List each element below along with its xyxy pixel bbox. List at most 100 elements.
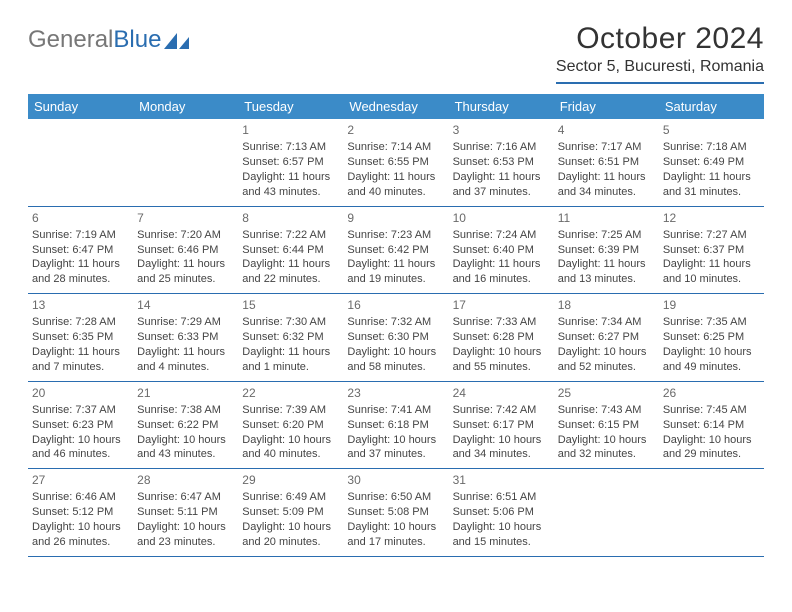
sunrise-line: Sunrise: 7:27 AM bbox=[663, 228, 760, 243]
logo-text-blue: Blue bbox=[113, 26, 161, 54]
daylight-line: Daylight: 10 hours and 52 minutes. bbox=[558, 345, 655, 375]
sunset-line: Sunset: 6:53 PM bbox=[453, 155, 550, 170]
header: GeneralBlue October 2024 Sector 5, Bucur… bbox=[28, 22, 764, 84]
sunset-line: Sunset: 5:12 PM bbox=[32, 505, 129, 520]
day-cell: 15 Sunrise: 7:30 AMSunset: 6:32 PMDayligh… bbox=[238, 294, 343, 381]
logo-sail-icon bbox=[164, 31, 190, 51]
daylight-line: Daylight: 11 hours and 43 minutes. bbox=[242, 170, 339, 200]
day-cell bbox=[28, 119, 133, 206]
sunrise-line: Sunrise: 7:18 AM bbox=[663, 140, 760, 155]
daylight-line: Daylight: 10 hours and 58 minutes. bbox=[347, 345, 444, 375]
sunrise-line: Sunrise: 7:17 AM bbox=[558, 140, 655, 155]
day-cell: 23 Sunrise: 7:41 AMSunset: 6:18 PMDayligh… bbox=[343, 382, 448, 469]
sunset-line: Sunset: 6:47 PM bbox=[32, 243, 129, 258]
day-number: 28 bbox=[137, 472, 234, 488]
sunset-line: Sunset: 6:28 PM bbox=[453, 330, 550, 345]
sunrise-line: Sunrise: 7:34 AM bbox=[558, 315, 655, 330]
sunset-line: Sunset: 6:27 PM bbox=[558, 330, 655, 345]
daylight-line: Daylight: 10 hours and 43 minutes. bbox=[137, 433, 234, 463]
sunset-line: Sunset: 6:46 PM bbox=[137, 243, 234, 258]
day-cell: 5Sunrise: 7:18 AMSunset: 6:49 PMDaylight… bbox=[659, 119, 764, 206]
sunset-line: Sunset: 6:37 PM bbox=[663, 243, 760, 258]
day-number: 3 bbox=[453, 122, 550, 138]
daylight-line: Daylight: 11 hours and 34 minutes. bbox=[558, 170, 655, 200]
day-cell: 13 Sunrise: 7:28 AMSunset: 6:35 PMDayligh… bbox=[28, 294, 133, 381]
day-number: 1 bbox=[242, 122, 339, 138]
day-cell: 31Sunrise: 6:51 AMSunset: 5:06 PMDayligh… bbox=[449, 469, 554, 556]
daylight-line: Daylight: 10 hours and 37 minutes. bbox=[347, 433, 444, 463]
daylight-line: Daylight: 10 hours and 55 minutes. bbox=[453, 345, 550, 375]
daylight-line: Daylight: 11 hours and 13 minutes. bbox=[558, 257, 655, 287]
day-number: 25 bbox=[558, 385, 655, 401]
daylight-line: Daylight: 10 hours and 20 minutes. bbox=[242, 520, 339, 550]
sunrise-line: Sunrise: 7:35 AM bbox=[663, 315, 760, 330]
sunrise-line: Sunrise: 7:23 AM bbox=[347, 228, 444, 243]
calendar: SundayMondayTuesdayWednesdayThursdayFrid… bbox=[28, 94, 764, 557]
daylight-line: Daylight: 11 hours and 28 minutes. bbox=[32, 257, 129, 287]
sunset-line: Sunset: 6:40 PM bbox=[453, 243, 550, 258]
sunrise-line: Sunrise: 7:13 AM bbox=[242, 140, 339, 155]
sunrise-line: Sunrise: 7:24 AM bbox=[453, 228, 550, 243]
daylight-line: Daylight: 10 hours and 34 minutes. bbox=[453, 433, 550, 463]
day-number: 23 bbox=[347, 385, 444, 401]
day-cell: 10Sunrise: 7:24 AMSunset: 6:40 PMDayligh… bbox=[449, 207, 554, 294]
sunset-line: Sunset: 6:20 PM bbox=[242, 418, 339, 433]
daylight-line: Daylight: 11 hours and 31 minutes. bbox=[663, 170, 760, 200]
day-cell: 11Sunrise: 7:25 AMSunset: 6:39 PMDayligh… bbox=[554, 207, 659, 294]
sunrise-line: Sunrise: 7:32 AM bbox=[347, 315, 444, 330]
week-row: 20Sunrise: 7:37 AMSunset: 6:23 PMDayligh… bbox=[28, 382, 764, 470]
day-number: 13 bbox=[32, 297, 129, 313]
sunset-line: Sunset: 6:35 PM bbox=[32, 330, 129, 345]
day-number: 15 bbox=[242, 297, 339, 313]
day-number: 18 bbox=[558, 297, 655, 313]
day-cell: 7Sunrise: 7:20 AMSunset: 6:46 PMDaylight… bbox=[133, 207, 238, 294]
sunrise-line: Sunrise: 7:16 AM bbox=[453, 140, 550, 155]
week-row: 6Sunrise: 7:19 AMSunset: 6:47 PMDaylight… bbox=[28, 207, 764, 295]
day-cell: 30Sunrise: 6:50 AMSunset: 5:08 PMDayligh… bbox=[343, 469, 448, 556]
title-block: October 2024 Sector 5, Bucuresti, Romani… bbox=[556, 22, 764, 84]
sunset-line: Sunset: 6:23 PM bbox=[32, 418, 129, 433]
daylight-line: Daylight: 11 hours and 4 minutes. bbox=[137, 345, 234, 375]
day-number: 16 bbox=[347, 297, 444, 313]
sunrise-line: Sunrise: 7:22 AM bbox=[242, 228, 339, 243]
day-cell: 27Sunrise: 6:46 AMSunset: 5:12 PMDayligh… bbox=[28, 469, 133, 556]
sunset-line: Sunset: 5:09 PM bbox=[242, 505, 339, 520]
sunset-line: Sunset: 6:57 PM bbox=[242, 155, 339, 170]
day-cell: 2Sunrise: 7:14 AMSunset: 6:55 PMDaylight… bbox=[343, 119, 448, 206]
sunrise-line: Sunrise: 7:30 AM bbox=[242, 315, 339, 330]
daylight-line: Daylight: 10 hours and 15 minutes. bbox=[453, 520, 550, 550]
daylight-line: Daylight: 11 hours and 7 minutes. bbox=[32, 345, 129, 375]
day-cell: 9Sunrise: 7:23 AMSunset: 6:42 PMDaylight… bbox=[343, 207, 448, 294]
sunrise-line: Sunrise: 7:20 AM bbox=[137, 228, 234, 243]
day-number: 11 bbox=[558, 210, 655, 226]
day-cell: 17Sunrise: 7:33 AMSunset: 6:28 PMDayligh… bbox=[449, 294, 554, 381]
day-number: 2 bbox=[347, 122, 444, 138]
day-cell: 18 Sunrise: 7:34 AMSunset: 6:27 PMDayligh… bbox=[554, 294, 659, 381]
sunrise-line: Sunrise: 7:33 AM bbox=[453, 315, 550, 330]
location: Sector 5, Bucuresti, Romania bbox=[556, 58, 764, 76]
sunrise-line: Sunrise: 7:43 AM bbox=[558, 403, 655, 418]
daylight-line: Daylight: 11 hours and 40 minutes. bbox=[347, 170, 444, 200]
day-cell: 28Sunrise: 6:47 AMSunset: 5:11 PMDayligh… bbox=[133, 469, 238, 556]
sunrise-line: Sunrise: 6:47 AM bbox=[137, 490, 234, 505]
sunrise-line: Sunrise: 7:14 AM bbox=[347, 140, 444, 155]
sunrise-line: Sunrise: 7:28 AM bbox=[32, 315, 129, 330]
week-row: 13Sunrise: 7:28 AMSunset: 6:35 PMDayligh… bbox=[28, 294, 764, 382]
day-cell: 14Sunrise: 7:29 AMSunset: 6:33 PMDayligh… bbox=[133, 294, 238, 381]
day-cell bbox=[133, 119, 238, 206]
sunrise-line: Sunrise: 7:41 AM bbox=[347, 403, 444, 418]
day-number: 8 bbox=[242, 210, 339, 226]
sunset-line: Sunset: 6:18 PM bbox=[347, 418, 444, 433]
day-number: 19 bbox=[663, 297, 760, 313]
sunset-line: Sunset: 6:51 PM bbox=[558, 155, 655, 170]
sunset-line: Sunset: 6:32 PM bbox=[242, 330, 339, 345]
logo-text-gray: General bbox=[28, 26, 113, 54]
day-cell: 1 Sunrise: 7:13 AMSunset: 6:57 PMDaylight… bbox=[238, 119, 343, 206]
day-header-cell: Monday bbox=[133, 94, 238, 119]
sunrise-line: Sunrise: 7:45 AM bbox=[663, 403, 760, 418]
sunrise-line: Sunrise: 7:37 AM bbox=[32, 403, 129, 418]
day-number: 22 bbox=[242, 385, 339, 401]
sunset-line: Sunset: 6:42 PM bbox=[347, 243, 444, 258]
daylight-line: Daylight: 11 hours and 1 minute. bbox=[242, 345, 339, 375]
daylight-line: Daylight: 11 hours and 16 minutes. bbox=[453, 257, 550, 287]
